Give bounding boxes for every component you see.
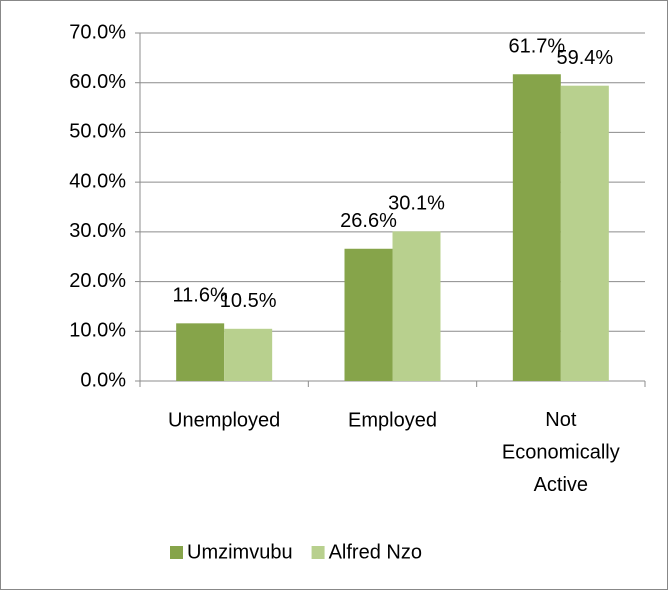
y-tick-label: 40.0% <box>69 170 126 192</box>
bar <box>344 248 393 381</box>
x-tick-label: Unemployed <box>168 409 280 431</box>
x-tick-label: Not Economically Active <box>502 409 620 496</box>
value-label: 59.4% <box>556 47 613 69</box>
bar <box>176 323 225 381</box>
legend-swatch <box>311 546 325 559</box>
y-tick-label: 20.0% <box>69 270 126 292</box>
legend-label: Umzimvubu <box>187 541 293 563</box>
y-tick-label: 70.0% <box>69 21 126 43</box>
value-label: 61.7% <box>508 36 565 58</box>
value-label: 26.6% <box>340 210 397 232</box>
bar <box>224 328 273 381</box>
bar <box>560 85 609 381</box>
value-label: 10.5% <box>220 290 277 312</box>
y-tick-label: 60.0% <box>69 71 126 93</box>
y-tick-label: 50.0% <box>69 121 126 143</box>
value-label: 30.1% <box>388 193 445 215</box>
bar <box>512 74 561 382</box>
y-tick-label: 0.0% <box>80 369 126 391</box>
y-tick-label: 30.0% <box>69 220 126 242</box>
value-label: 11.6% <box>173 285 228 307</box>
y-tick-label: 10.0% <box>69 320 126 342</box>
legend-label: Alfred Nzo <box>329 541 422 563</box>
legend-swatch <box>170 546 183 559</box>
bar <box>392 231 441 381</box>
x-tick-label: Employed <box>348 409 437 431</box>
